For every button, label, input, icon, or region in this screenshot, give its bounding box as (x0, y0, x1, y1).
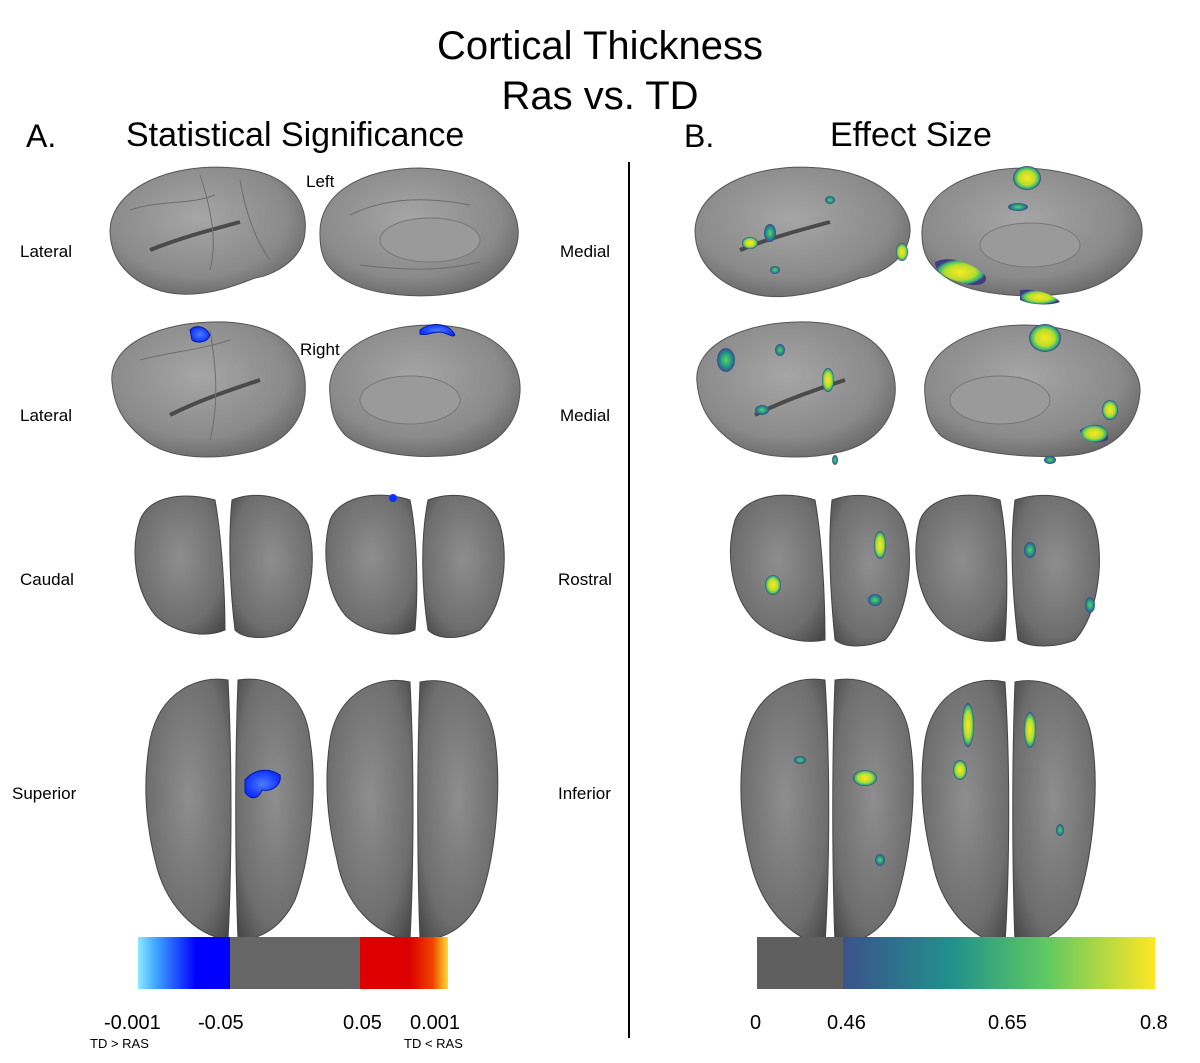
panel-b-title: Effect Size (830, 116, 992, 154)
right-hemisphere-label: Right (300, 340, 340, 359)
panel-a-title: Statistical Significance (126, 116, 465, 154)
brain-a-superior (145, 678, 499, 941)
figure-title-line2: Ras vs. TD (501, 74, 699, 118)
colorbar-a-tick-1: -0.05 (198, 1012, 244, 1034)
brain-b-inferior (740, 678, 1096, 946)
figure-title-line1: Cortical Thickness (436, 24, 764, 68)
panel-divider (628, 162, 630, 1038)
brain-a-left-medial (319, 167, 519, 297)
brain-a-right-medial (329, 324, 521, 457)
view-label-a-row4: Superior (12, 784, 77, 803)
colorbar-a-tick-2: 0.05 (343, 1012, 382, 1034)
brain-b-right-medial (924, 324, 1141, 464)
view-label-b-row3: Rostral (558, 570, 612, 589)
brain-a-right-lateral (111, 321, 306, 458)
colorbar-a-tick-3: 0.001 (410, 1012, 461, 1034)
colorbar-a-sub-right: TD < RAS (404, 1036, 463, 1051)
colorbar-b-tick-2: 0.65 (988, 1012, 1027, 1034)
view-label-b-row4: Inferior (558, 784, 611, 803)
colorbar-b-tick-0: 0 (750, 1012, 762, 1034)
brain-a-caudal (134, 494, 505, 638)
view-label-b-row1: Medial (560, 242, 611, 261)
view-label-a-row2: Lateral (20, 406, 72, 425)
colorbar-a-gray (230, 937, 360, 989)
colorbar-b-tick-1: 0.46 (827, 1012, 866, 1034)
brain-b-right-lateral (696, 321, 896, 465)
view-label-a-row1: Lateral (20, 242, 72, 261)
colorbar-b-gradient (843, 937, 1155, 989)
brain-b-left-medial (921, 166, 1143, 305)
colorbar-b-gray (757, 937, 843, 989)
colorbar-a-tick-0: -0.001 (104, 1012, 161, 1034)
panel-a-letter: A. (26, 118, 57, 154)
colorbar-a-light-blue (138, 937, 196, 989)
colorbar-a-yellow (410, 937, 448, 989)
panel-b-letter: B. (684, 118, 715, 154)
colorbar-a-sub-left: TD > RAS (90, 1036, 149, 1051)
brain-b-left-lateral (694, 166, 911, 298)
colorbar-a-red (360, 937, 410, 989)
brain-a-left-lateral (109, 166, 306, 295)
colorbar-a-blue (196, 937, 230, 989)
left-hemisphere-label: Left (306, 172, 335, 191)
view-label-a-row3: Caudal (20, 570, 74, 589)
colorbar-b-tick-3: 0.8 (1140, 1012, 1168, 1034)
brain-b-rostral (729, 494, 1100, 647)
view-label-b-row2: Medial (560, 406, 611, 425)
